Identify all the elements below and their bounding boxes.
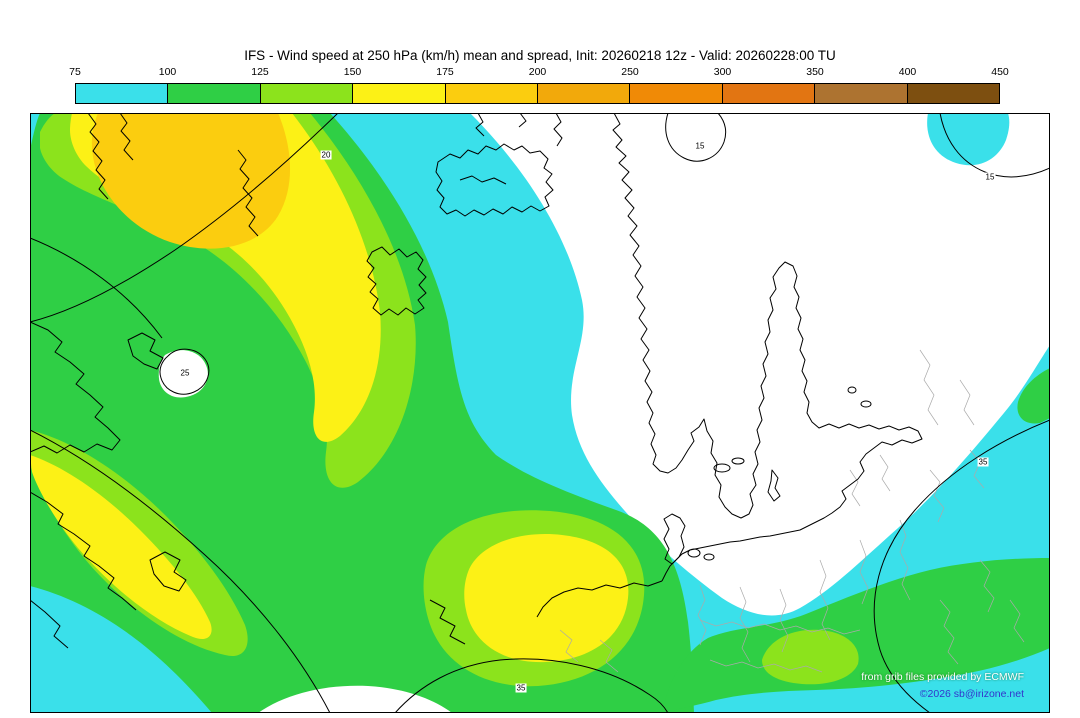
- spread-contour-sw: [30, 429, 331, 713]
- coastline-greenland-3: [237, 149, 259, 237]
- coastline-corner: [30, 599, 69, 649]
- colorbar-tick-label: 400: [898, 66, 917, 78]
- colorbar-tick-label: 300: [713, 66, 732, 78]
- wind-region-175-core: [91, 113, 291, 249]
- spread-contour-35-east: [873, 419, 1050, 713]
- colorbar-segment: [538, 84, 631, 103]
- coastline-danish-island: [687, 548, 701, 558]
- colorbar-tick-label: 100: [158, 66, 177, 78]
- colorbar-segment: [907, 84, 1000, 103]
- lake-finland-2: [860, 400, 872, 408]
- coastline-greenland-1: [87, 113, 109, 200]
- attribution-copyright: ©2026 sb@irizone.net: [919, 688, 1024, 700]
- coastline-southwest-island: [149, 551, 187, 592]
- colorbar-segment: [445, 84, 539, 103]
- spread-contour-20: [30, 113, 339, 323]
- coastline-south-fragment: [429, 599, 466, 645]
- spread-contours-group: [30, 113, 1050, 713]
- colorbar-segment: [722, 84, 816, 103]
- colorbar-tick-label: 150: [343, 66, 362, 78]
- colorbar-tick-label: 250: [621, 66, 639, 78]
- coastline-west-mid: [30, 321, 121, 454]
- country-borders-group: [559, 349, 1025, 673]
- colorbar-tick-row: 75 100 125 150 175 200 250 300 350 400 450: [69, 66, 1009, 80]
- colorbar-tick-label: 200: [528, 66, 547, 78]
- wind-region-100-southeast: [662, 558, 1050, 713]
- lake-vattern: [731, 457, 745, 465]
- coastline-southwest: [30, 491, 137, 611]
- wind-region-100-east-sliver: [1017, 368, 1050, 424]
- attribution-ecmwf: from grib files provided by ECMWF: [861, 671, 1024, 683]
- colorbar-segment: [815, 84, 908, 103]
- coastline-northsea-west: [536, 580, 663, 618]
- coastline-top-stub-2: [553, 113, 563, 147]
- wind-region-150-south: [464, 534, 629, 663]
- colorbar-tick-label: 350: [806, 66, 824, 78]
- contour-label: 15: [694, 141, 706, 151]
- colorbar-segment: [630, 84, 723, 103]
- contour-label: 35: [977, 457, 989, 467]
- contour-label: 15: [984, 172, 996, 182]
- colorbar-segment: [353, 84, 446, 103]
- coastline-gotland: [767, 469, 781, 502]
- wind-region-white-south: [258, 685, 452, 713]
- colorbar-segment: [168, 84, 261, 103]
- contour-label: 20: [320, 150, 332, 160]
- coastline-danish-island-2: [703, 553, 715, 561]
- chart-title: IFS - Wind speed at 250 hPa (km/h) mean …: [244, 48, 836, 63]
- coastline-denmark: [663, 513, 686, 565]
- coastline-island-north: [435, 143, 554, 217]
- map-area: 20 25 15 15 35 35 from grib files provided by…: [30, 113, 1050, 713]
- colorbar-segment: [260, 84, 354, 103]
- wind-map-svg: [30, 113, 1050, 713]
- coastline-greenland-2: [119, 113, 134, 161]
- lake-vanern: [713, 463, 731, 473]
- coastlines-group: [30, 113, 923, 649]
- coastline-west-island: [127, 332, 164, 370]
- colorbar-tick-label: 450: [991, 66, 1009, 78]
- spread-contour-35-south: [394, 658, 669, 713]
- colorbar-tick-label: 175: [436, 66, 454, 78]
- contour-label: 35: [515, 683, 527, 693]
- colorbar-segment: [76, 84, 169, 103]
- colorbar: [75, 83, 1000, 104]
- wind-region-125-southeast: [762, 629, 859, 685]
- coastline-island-north-detail: [459, 175, 507, 185]
- wind-region-150-southwest: [30, 455, 212, 640]
- coastline-top-stub-3: [518, 113, 527, 128]
- spread-contour-15-n: [665, 113, 727, 162]
- wind-region-75-northeast: [927, 113, 1010, 166]
- map-frame: [30, 113, 1050, 713]
- coastline-scandinavia: [612, 113, 923, 582]
- coastline-top-stub-1: [475, 113, 485, 137]
- colorbar-tick-label: 75: [69, 66, 81, 78]
- lake-finland: [847, 386, 857, 394]
- colorbar-tick-label: 125: [251, 66, 269, 78]
- spread-contour-25: [159, 348, 210, 395]
- spread-contour-15-ne: [939, 113, 1050, 178]
- coastline-fjord-cluster: [366, 246, 427, 316]
- contour-label: 25: [179, 368, 191, 378]
- spread-contour-nw: [30, 237, 163, 339]
